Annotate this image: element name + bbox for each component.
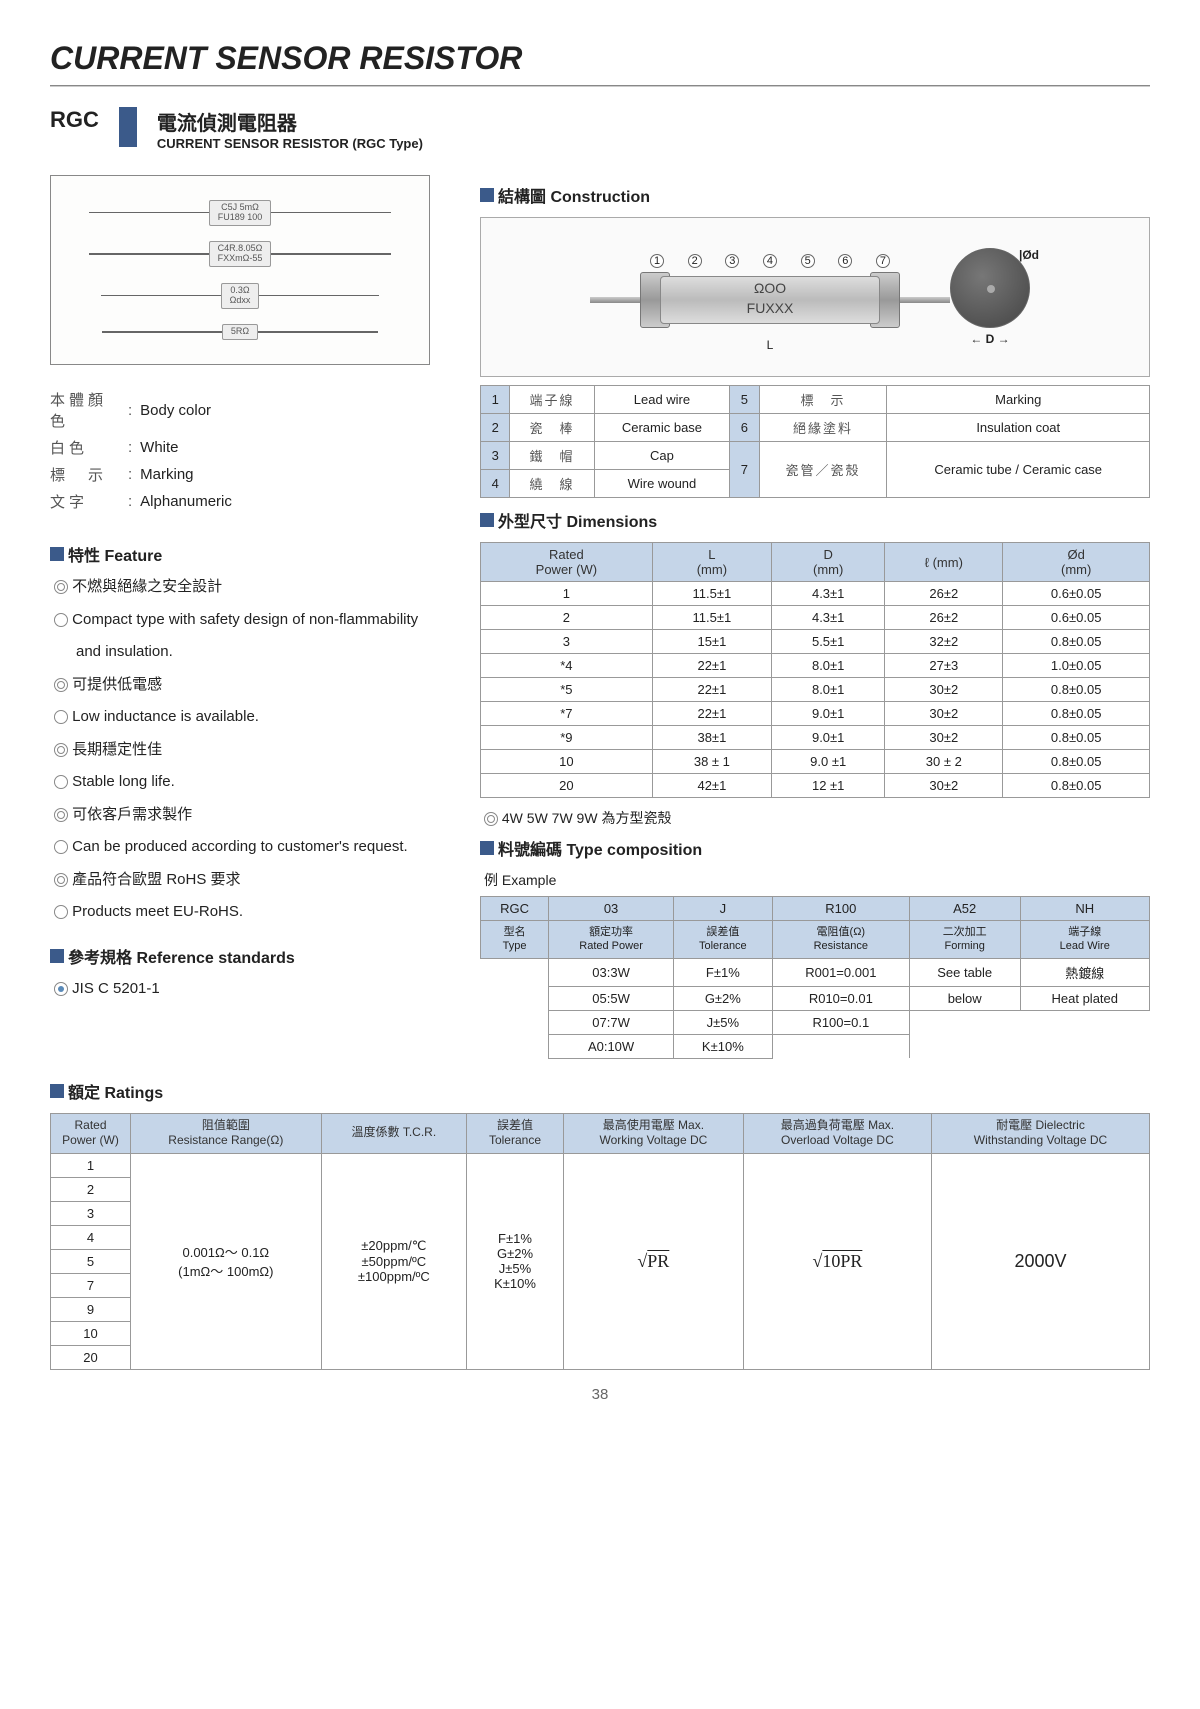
- rgc-code: RGC: [50, 107, 99, 133]
- feature-item: 不燃與絕緣之安全設計: [50, 576, 450, 599]
- spec-cjk: 本體顏色: [50, 389, 120, 431]
- spec-en: Marking: [140, 466, 193, 483]
- feature-item: 長期穩定性佳: [50, 739, 450, 762]
- spec-cjk: 文字: [50, 491, 120, 512]
- section-feature: 特性 Feature: [50, 542, 450, 566]
- blue-square-icon: [50, 949, 64, 963]
- dimensions-table: RatedPower (W)L(mm)D(mm)ℓ (mm)Ød(mm)111.…: [480, 542, 1150, 798]
- construction-heading: 結構圖 Construction: [498, 183, 650, 207]
- bullet-icon: [54, 710, 68, 724]
- feature-item: 產品符合歐盟 RoHS 要求: [50, 869, 450, 892]
- product-header: RGC 電流偵測電阻器 CURRENT SENSOR RESISTOR (RGC…: [50, 107, 1150, 151]
- spec-en: White: [140, 439, 178, 456]
- refstd-list: JIS C 5201-1: [50, 978, 450, 1001]
- ratings-heading: 額定 Ratings: [68, 1079, 163, 1103]
- dimensions-heading: 外型尺寸 Dimensions: [498, 508, 657, 532]
- spec-en: Body color: [140, 402, 211, 419]
- blue-square-icon: [480, 841, 494, 855]
- bullet-icon: [54, 808, 68, 822]
- product-photo: C5J 5mΩFU189 100C4R.8.05ΩFXXmΩ-550.3ΩΩdx…: [50, 175, 430, 365]
- dim-note: 4W 5W 7W 9W 為方型瓷殼: [484, 808, 1146, 828]
- cjk-title: 電流偵測電阻器: [157, 107, 423, 136]
- blue-square-icon: [480, 188, 494, 202]
- dim-D: D: [986, 332, 995, 346]
- feature-list: 不燃與絕緣之安全設計 Compact type with safety desi…: [50, 576, 450, 924]
- bullet-icon: [54, 678, 68, 692]
- diag-fuxxx: FUXXX: [747, 300, 794, 316]
- page-number: 38: [50, 1386, 1150, 1403]
- section-dimensions: 外型尺寸 Dimensions: [480, 508, 1150, 532]
- section-typecomp: 料號編碼 Type composition: [480, 836, 1150, 860]
- blue-square-icon: [50, 1084, 64, 1098]
- bullet-icon: [54, 580, 68, 594]
- ratings-table: RatedPower (W)阻值範圍Resistance Range(Ω)溫度係…: [50, 1113, 1150, 1370]
- feature-heading: 特性 Feature: [68, 542, 162, 566]
- bullet-icon: [54, 873, 68, 887]
- typecomp-heading: 料號編碼 Type composition: [498, 836, 702, 860]
- feature-item: 可提供低電感: [50, 674, 450, 697]
- example-label: 例 Example: [484, 870, 1146, 890]
- feature-item: Low inductance is available.: [50, 706, 450, 729]
- main-title: CURRENT SENSOR RESISTOR: [50, 40, 1150, 77]
- feature-item: Compact type with safety design of non-f…: [50, 609, 450, 632]
- feature-item: 可依客戶需求製作: [50, 804, 450, 827]
- typecomp-table: RGC03JR100A52NH型名Type額定功率Rated Power誤差值T…: [480, 896, 1150, 1059]
- blue-square-icon: [50, 547, 64, 561]
- end-view: [950, 248, 1030, 328]
- section-refstd: 參考規格 Reference standards: [50, 944, 450, 968]
- section-construction: 結構圖 Construction: [480, 183, 1150, 207]
- blue-square-icon: [480, 513, 494, 527]
- spec-list: 本體顏色:Body color白色:White標 示:Marking文字:Alp…: [50, 389, 450, 512]
- blue-tab: [119, 107, 137, 147]
- bullet-icon: [54, 775, 68, 789]
- spec-cjk: 標 示: [50, 464, 120, 485]
- feature-item: Products meet EU-RoHS.: [50, 901, 450, 924]
- dot-icon: [54, 982, 68, 996]
- bullet-icon: [54, 613, 68, 627]
- construction-table: 1端子線Lead wire5標 示Marking2瓷 棒Ceramic base…: [480, 385, 1150, 498]
- section-ratings: 額定 Ratings: [50, 1079, 1150, 1103]
- bullet-icon: [54, 743, 68, 757]
- spec-en: Alphanumeric: [140, 493, 232, 510]
- refstd-heading: 參考規格 Reference standards: [68, 944, 295, 968]
- title-divider: [50, 85, 1150, 87]
- dim-od: |Ød: [1019, 248, 1039, 262]
- diag-ohm: ΟΟΩ: [754, 280, 786, 296]
- bullet-icon: [54, 905, 68, 919]
- spec-cjk: 白色: [50, 437, 120, 458]
- dim-L: L: [767, 338, 774, 352]
- feature-item: Can be produced according to customer's …: [50, 836, 450, 859]
- ref-std: JIS C 5201-1: [72, 980, 160, 997]
- feature-item: Stable long life.: [50, 771, 450, 794]
- feature-item: and insulation.: [50, 641, 450, 664]
- construction-diagram: 1234567 ΟΟΩ FUXXX L |Ød ← D →: [480, 217, 1150, 377]
- bullet-icon: [54, 840, 68, 854]
- sub-title: CURRENT SENSOR RESISTOR (RGC Type): [157, 136, 423, 151]
